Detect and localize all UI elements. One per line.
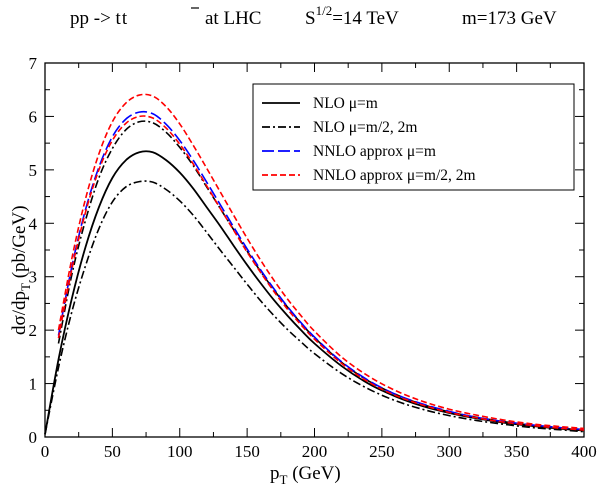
y-tick-label: 4 xyxy=(29,214,38,233)
x-axis-title: pT (GeV) xyxy=(270,463,341,487)
title-energy-post: =14 TeV xyxy=(332,8,399,29)
x-tick-label: 50 xyxy=(104,442,121,461)
series-line-1 xyxy=(44,150,585,435)
x-tick-label: 400 xyxy=(571,442,597,461)
legend-label-2: NLO μ=m/2, 2m xyxy=(313,119,417,136)
x-tick-label: 300 xyxy=(437,442,463,461)
x-tick-label: 250 xyxy=(369,442,395,461)
series-line-2 xyxy=(44,180,585,435)
x-tick-label: 200 xyxy=(302,442,328,461)
y-tick-label: 2 xyxy=(29,321,38,340)
series-line-4 xyxy=(57,110,585,431)
legend-rows: NLO μ=m NLO μ=m/2, 2m NNLO approx μ=m NNLO … xyxy=(262,95,476,184)
title-process-bar: t xyxy=(122,8,128,29)
x-tick-label: 100 xyxy=(167,442,193,461)
x-axis-title-unit: (GeV) xyxy=(287,463,340,484)
y-tick-label: 1 xyxy=(29,375,38,394)
y-tick-label: 7 xyxy=(29,54,38,73)
x-tick-label: 0 xyxy=(41,442,50,461)
title-at-lhc: at LHC xyxy=(205,8,261,29)
chart-title: pp -> tt at LHC S1/2=14 TeV m=173 GeV xyxy=(70,3,557,29)
y-axis-title-sub: T xyxy=(18,283,33,291)
series-line-5 xyxy=(57,93,585,430)
y-tick-label: 0 xyxy=(29,428,38,447)
title-energy: S xyxy=(305,8,316,29)
legend: NLO μ=m NLO μ=m/2, 2m NNLO approx μ=m NNLO … xyxy=(252,83,575,191)
legend-label-4: NNLO approx μ=m/2, 2m xyxy=(313,167,476,184)
x-axis-title-sub: T xyxy=(280,472,288,487)
y-tick-label: 3 xyxy=(29,268,38,287)
series-layer xyxy=(44,93,585,435)
axis-ticks: 0 50 100 150 200 250 300 350 400 0 1 2 3 4 5 6 7 xyxy=(29,54,597,461)
series-line-6 xyxy=(57,115,585,431)
y-axis-title-unit: (pb/GeV) xyxy=(9,205,30,283)
x-axis-title-main: p xyxy=(270,463,280,484)
legend-label-1: NLO μ=m xyxy=(313,95,378,112)
y-tick-label: 6 xyxy=(29,107,38,126)
y-axis-title: dσ/dpT (pb/GeV) xyxy=(9,205,33,335)
title-process: pp -> t xyxy=(70,8,122,29)
y-axis-title-main: dσ/dp xyxy=(9,291,30,335)
y-tick-label: 5 xyxy=(29,161,38,180)
x-tick-label: 350 xyxy=(504,442,530,461)
legend-label-3: NNLO approx μ=m xyxy=(313,143,436,160)
x-tick-label: 150 xyxy=(234,442,260,461)
legend-box xyxy=(252,83,575,191)
title-energy-sup: 1/2 xyxy=(316,3,333,18)
title-mass: m=173 GeV xyxy=(462,8,557,29)
